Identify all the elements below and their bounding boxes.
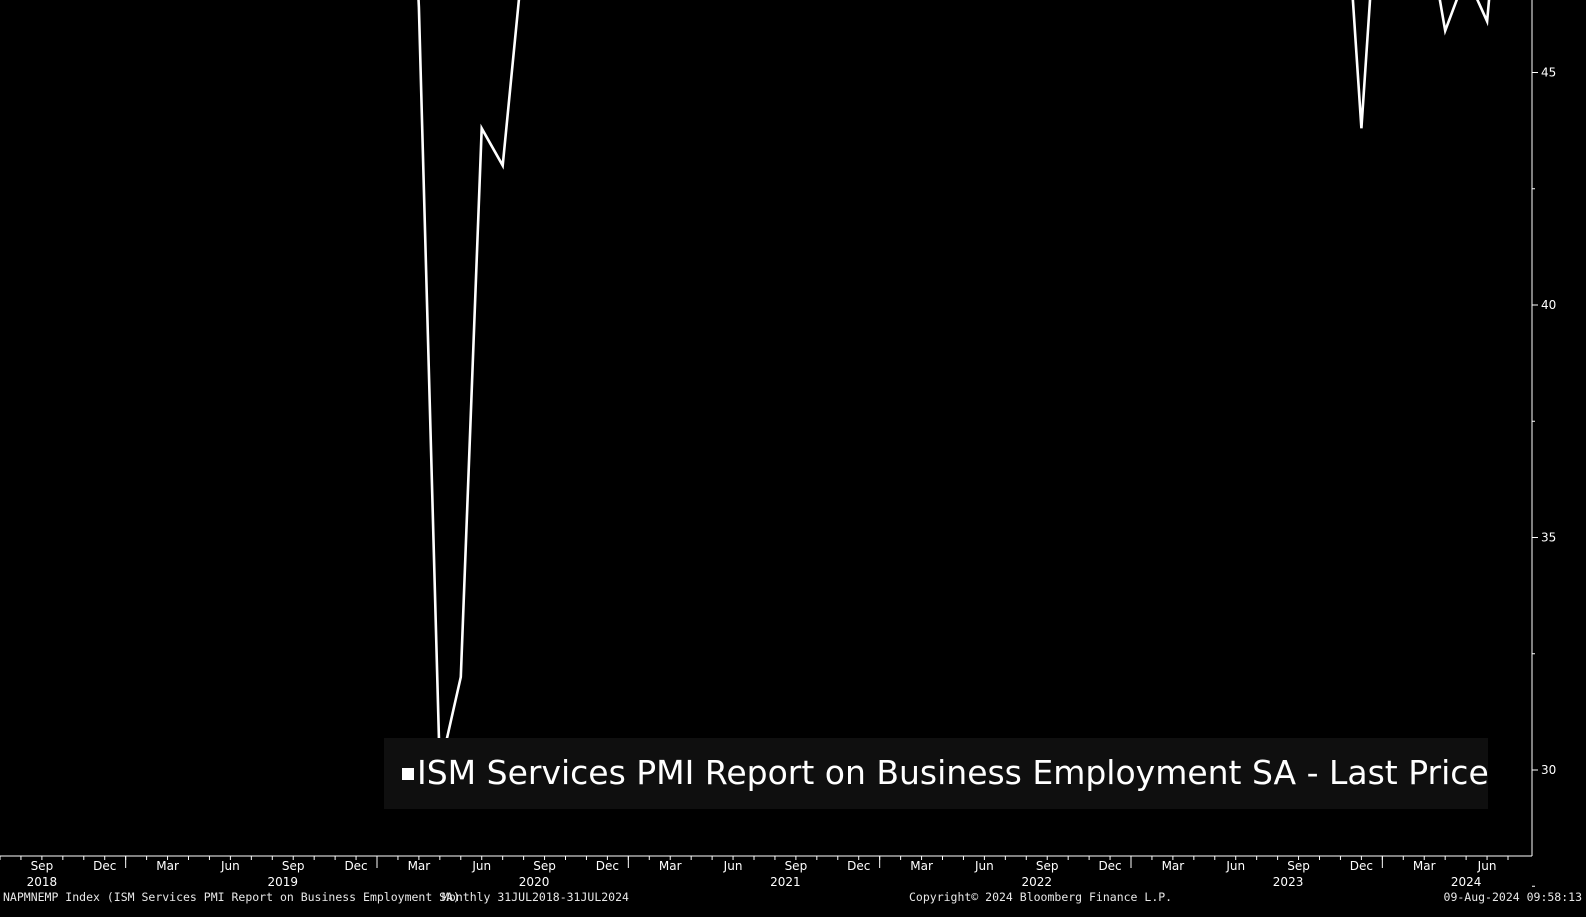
y-tick-label: 40 <box>1541 298 1556 312</box>
y-tick-label: 30 <box>1541 763 1556 777</box>
x-tick-label: Sep <box>785 859 808 873</box>
footer-copyright: Copyright© 2024 Bloomberg Finance L.P. <box>909 890 1173 904</box>
x-year-label: 2018 <box>27 875 58 889</box>
y-axis: 30354045505560 <box>1531 0 1556 887</box>
x-tick-label: Jun <box>1225 859 1245 873</box>
x-year-label: 2019 <box>267 875 298 889</box>
legend-swatch <box>402 768 414 780</box>
footer-frequency: Monthly 31JUL2018-31JUL2024 <box>442 890 629 904</box>
x-tick-label: Sep <box>31 859 54 873</box>
y-tick-label: 45 <box>1541 66 1556 80</box>
x-year-label: 2023 <box>1273 875 1304 889</box>
x-year-label: 2022 <box>1021 875 1052 889</box>
x-axis: Sep Dec Mar Jun Sep Dec Mar Jun Sep Dec Mar Jun Sep D… <box>0 855 1532 889</box>
x-tick-label: Jun <box>974 859 994 873</box>
legend: ISM Services PMI Report on Business Empl… <box>384 738 1489 809</box>
x-tick-label: Dec <box>1098 859 1121 873</box>
x-tick-label: Mar <box>156 859 179 873</box>
series-line <box>417 0 1491 771</box>
x-tick-label: Jun <box>220 859 240 873</box>
y-tick-label: 35 <box>1541 531 1556 545</box>
x-tick-label: Jun <box>471 859 491 873</box>
x-tick-label: Mar <box>408 859 431 873</box>
x-tick-label: Mar <box>910 859 933 873</box>
plot-area <box>417 0 1491 771</box>
x-year-label: 2024 <box>1451 875 1482 889</box>
x-tick-label: Dec <box>847 859 870 873</box>
x-tick-label: Mar <box>1162 859 1185 873</box>
x-tick-label: Dec <box>93 859 116 873</box>
x-tick-label: Dec <box>596 859 619 873</box>
x-tick-label: Dec <box>1350 859 1373 873</box>
x-tick-label: Sep <box>533 859 556 873</box>
x-tick-label: Jun <box>723 859 743 873</box>
x-tick-label: Sep <box>1287 859 1310 873</box>
x-tick-label: Jun <box>1477 859 1497 873</box>
x-tick-label: Mar <box>1413 859 1436 873</box>
x-year-label: 2020 <box>519 875 550 889</box>
footer-timestamp: 09-Aug-2024 09:58:13 <box>1443 890 1582 904</box>
x-tick-label: Sep <box>282 859 305 873</box>
x-tick-label: Mar <box>659 859 682 873</box>
x-year-label: 2021 <box>770 875 801 889</box>
x-tick-label: Sep <box>1036 859 1059 873</box>
legend-label: ISM Services PMI Report on Business Empl… <box>417 753 1489 792</box>
footer-ticker: NAPMNEMP Index (ISM Services PMI Report … <box>3 890 460 904</box>
x-tick-label: Dec <box>344 859 367 873</box>
